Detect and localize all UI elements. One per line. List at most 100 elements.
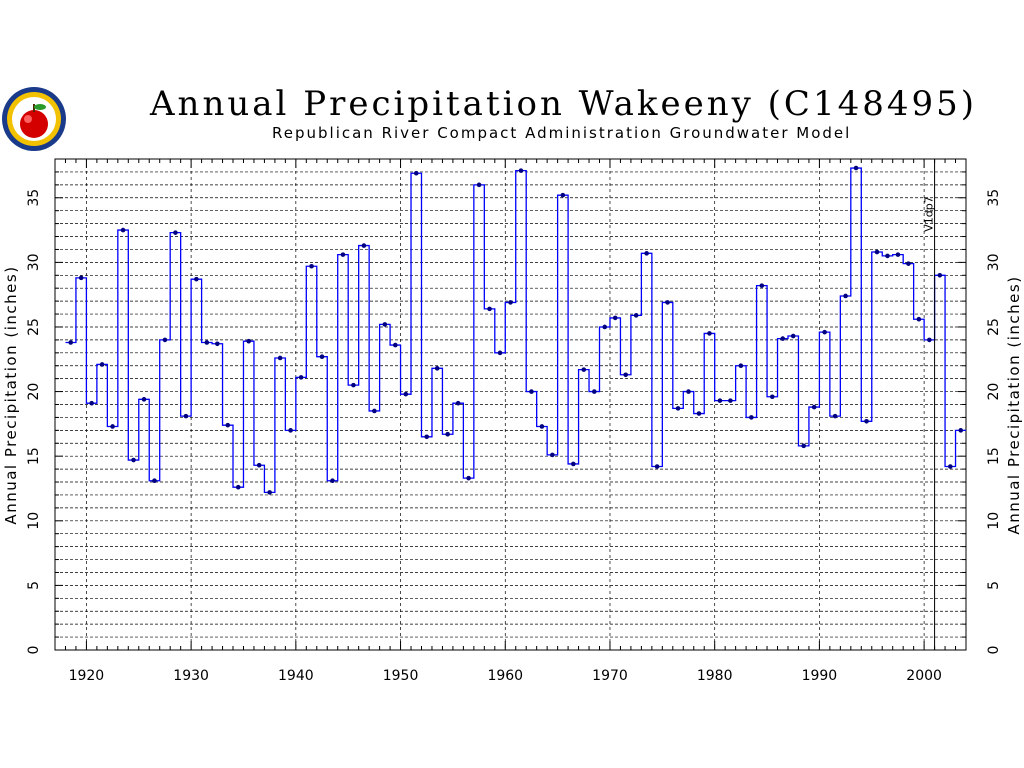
data-point — [288, 428, 293, 433]
y-axis-label-right: Annual Precipitation (inches) — [1005, 275, 1023, 534]
data-point — [665, 300, 670, 305]
data-point — [644, 251, 649, 256]
data-point — [539, 424, 545, 429]
data-point — [853, 165, 859, 171]
data-point — [131, 457, 136, 463]
data-point — [413, 170, 419, 176]
data-point — [372, 408, 377, 414]
data-point — [728, 398, 733, 403]
y-tick-label-right: 20 — [986, 383, 1002, 401]
y-axis-label-left: Annual Precipitation (inches) — [2, 265, 20, 524]
data-point — [832, 413, 838, 419]
y-tick-label-right: 25 — [986, 318, 1002, 336]
data-point — [927, 337, 932, 343]
data-point — [424, 434, 430, 440]
data-point — [811, 404, 817, 410]
y-tick-label-left: 0 — [26, 646, 42, 655]
data-point — [256, 462, 262, 468]
y-tick-label-right: 30 — [986, 253, 1002, 271]
data-point — [89, 400, 94, 406]
x-tick-label: 1940 — [278, 668, 314, 684]
data-point — [466, 475, 471, 481]
y-tick-label-left: 5 — [26, 581, 42, 590]
y-tick-label-left: 10 — [26, 512, 42, 530]
data-point — [173, 230, 178, 235]
data-point — [194, 276, 199, 282]
data-point — [497, 350, 503, 356]
data-point — [843, 293, 848, 299]
data-point — [298, 375, 304, 380]
data-point — [78, 275, 84, 281]
data-point — [434, 366, 440, 371]
data-point — [633, 313, 639, 318]
data-point — [487, 306, 492, 312]
data-point — [215, 341, 220, 347]
y-tick-label-right: 10 — [986, 512, 1002, 530]
data-point — [958, 428, 964, 433]
x-tick-label: 1980 — [697, 668, 733, 684]
data-point — [769, 394, 775, 400]
data-point — [686, 389, 691, 394]
data-point — [749, 415, 754, 420]
data-point — [351, 382, 356, 388]
data-point — [717, 398, 723, 403]
chart-title: Annual Precipitation Wakeeny (C148495) — [150, 84, 978, 124]
x-tick-label: 1920 — [69, 668, 105, 684]
data-point — [508, 300, 513, 305]
data-point — [445, 431, 450, 437]
data-point — [581, 367, 587, 372]
data-point — [874, 249, 880, 255]
data-point — [895, 252, 901, 257]
y-tick-label-left: 25 — [26, 318, 42, 336]
x-tick-label: 1930 — [173, 668, 209, 684]
data-point — [602, 324, 608, 330]
precipitation-series — [65, 165, 966, 495]
data-point — [68, 340, 74, 345]
data-point — [591, 389, 597, 394]
data-point — [612, 315, 618, 321]
x-tick-label: 2000 — [906, 668, 942, 684]
data-point — [361, 243, 367, 248]
data-point — [267, 490, 272, 495]
data-point — [141, 397, 147, 402]
y-tick-label-right: 5 — [986, 581, 1002, 590]
y-tick-label-left: 20 — [26, 383, 42, 401]
data-point — [675, 406, 681, 411]
y-tick-label-left: 35 — [26, 189, 42, 207]
data-point — [518, 168, 524, 173]
series-step-line — [65, 167, 966, 494]
data-point — [560, 192, 566, 198]
y-tick-label-right: 15 — [986, 447, 1002, 465]
data-point — [162, 337, 168, 343]
rrca-logo-icon — [2, 87, 66, 151]
data-point — [707, 331, 712, 336]
x-tick-label: 1960 — [487, 668, 523, 684]
data-point — [906, 261, 911, 266]
data-point — [309, 263, 314, 269]
x-tick-label: 1970 — [592, 668, 628, 684]
data-point — [937, 272, 943, 278]
axes: 0 0 5 5 10 10 15 15 20 20 25 25 30 30 35 35 1920 1930 1940… — [26, 158, 1002, 684]
grid-lines — [55, 159, 966, 650]
data-point — [393, 342, 398, 348]
data-point — [759, 283, 765, 288]
data-point — [120, 227, 126, 233]
data-point — [204, 340, 210, 345]
data-point — [550, 452, 555, 458]
data-point — [225, 422, 231, 428]
data-point — [864, 418, 869, 424]
data-point — [947, 464, 953, 469]
x-tick-label: 1990 — [802, 668, 838, 684]
annotation-layer: V1dp7 — [923, 159, 936, 650]
data-point — [822, 329, 827, 335]
data-point — [476, 182, 482, 188]
y-tick-label-left: 30 — [26, 253, 42, 271]
data-point — [455, 400, 461, 406]
data-point — [529, 389, 534, 394]
data-point — [183, 413, 189, 419]
data-point — [738, 363, 744, 369]
annotation-label: V1dp7 — [923, 196, 936, 232]
data-point — [277, 355, 283, 361]
y-tick-label-left: 15 — [26, 447, 42, 465]
